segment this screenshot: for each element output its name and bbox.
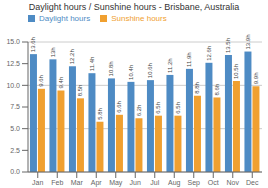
svg-text:6.6h: 6.6h bbox=[116, 101, 122, 113]
svg-text:11.4h: 11.4h bbox=[89, 57, 95, 72]
svg-text:Apr: Apr bbox=[91, 179, 103, 187]
svg-text:9.4h: 9.4h bbox=[58, 77, 64, 89]
svg-text:12.6h: 12.6h bbox=[206, 46, 212, 61]
svg-text:10.4h: 10.4h bbox=[128, 65, 134, 80]
html-text:Daylight hours: Daylight hours bbox=[39, 14, 91, 23]
svg-text:15.0: 15.0 bbox=[8, 38, 20, 45]
svg-text:13.9h: 13.9h bbox=[245, 35, 251, 50]
svg-text:2.5: 2.5 bbox=[10, 147, 20, 154]
svg-text:May: May bbox=[109, 179, 123, 187]
svg-text:8.5h: 8.5h bbox=[77, 85, 83, 97]
svg-text:8.8h: 8.8h bbox=[194, 82, 200, 94]
svg-text:10.5h: 10.5h bbox=[233, 64, 239, 79]
svg-text:Nov: Nov bbox=[227, 179, 240, 186]
svg-text:Oct: Oct bbox=[208, 179, 219, 186]
svg-text:6.5h: 6.5h bbox=[175, 102, 181, 114]
svg-text:Sep: Sep bbox=[188, 179, 201, 187]
svg-text:0.0: 0.0 bbox=[10, 168, 20, 175]
svg-text:12.2h: 12.2h bbox=[69, 49, 75, 64]
svg-text:Jul: Jul bbox=[150, 179, 159, 186]
svg-text:6.2h: 6.2h bbox=[136, 105, 142, 117]
svg-text:5.8h: 5.8h bbox=[97, 108, 103, 120]
svg-text:10.6h: 10.6h bbox=[147, 63, 153, 78]
svg-text:8.6h: 8.6h bbox=[214, 84, 220, 96]
svg-text:13h: 13h bbox=[50, 47, 56, 57]
svg-text:Dec: Dec bbox=[246, 179, 259, 186]
html-text:Sunshine hours: Sunshine hours bbox=[111, 14, 167, 23]
svg-text:Aug: Aug bbox=[168, 179, 181, 187]
svg-text:Mar: Mar bbox=[71, 179, 84, 186]
svg-text:10.8h: 10.8h bbox=[108, 61, 114, 76]
svg-text:11.9h: 11.9h bbox=[186, 52, 192, 67]
svg-text:9.6h: 9.6h bbox=[38, 75, 44, 87]
svg-text:Feb: Feb bbox=[51, 179, 63, 186]
svg-text:Jan: Jan bbox=[32, 179, 43, 186]
svg-text:10.0: 10.0 bbox=[8, 82, 20, 89]
html-text:Daylight hours / Sunshine hour: Daylight hours / Sunshine hours - Brisba… bbox=[28, 2, 240, 12]
svg-text:7.5: 7.5 bbox=[10, 103, 20, 110]
svg-text:11.2h: 11.2h bbox=[167, 58, 173, 73]
svg-text:9.9h: 9.9h bbox=[253, 73, 259, 85]
svg-text:12.5: 12.5 bbox=[8, 60, 20, 67]
svg-text:13.5h: 13.5h bbox=[225, 38, 231, 53]
svg-text:13.6h: 13.6h bbox=[30, 37, 36, 52]
svg-text:6.5h: 6.5h bbox=[155, 102, 161, 114]
svg-text:5.0: 5.0 bbox=[10, 125, 20, 132]
svg-text:Jun: Jun bbox=[130, 179, 141, 186]
